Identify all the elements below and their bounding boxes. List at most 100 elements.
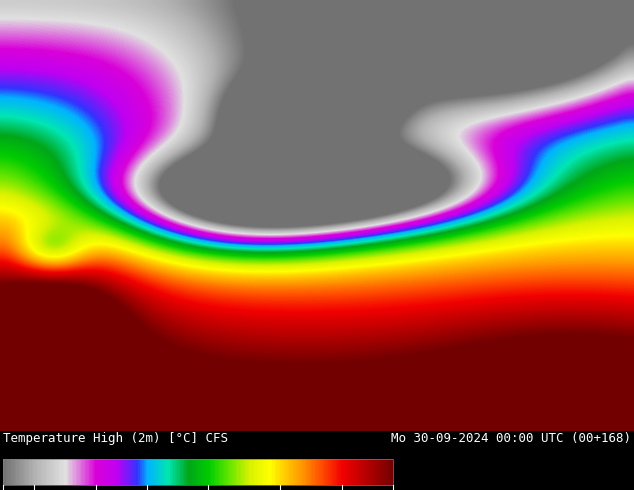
Bar: [243, 459, 245, 485]
Bar: [261, 459, 262, 485]
Bar: [45, 459, 46, 485]
Bar: [20, 459, 22, 485]
Bar: [188, 459, 189, 485]
Bar: [370, 459, 371, 485]
Bar: [54, 459, 55, 485]
Bar: [242, 459, 243, 485]
Bar: [356, 459, 357, 485]
Bar: [289, 459, 290, 485]
Bar: [13, 459, 15, 485]
Bar: [128, 459, 129, 485]
Bar: [389, 459, 391, 485]
Bar: [123, 459, 124, 485]
Bar: [181, 459, 183, 485]
Bar: [185, 459, 186, 485]
Bar: [90, 459, 91, 485]
Bar: [4, 459, 6, 485]
Bar: [12, 459, 13, 485]
Bar: [143, 459, 145, 485]
Bar: [68, 459, 70, 485]
Bar: [126, 459, 127, 485]
Bar: [283, 459, 284, 485]
Bar: [295, 459, 297, 485]
Bar: [19, 459, 20, 485]
Bar: [41, 459, 42, 485]
Bar: [306, 459, 307, 485]
Bar: [119, 459, 120, 485]
Bar: [219, 459, 220, 485]
Bar: [60, 459, 61, 485]
Bar: [154, 459, 155, 485]
Bar: [341, 459, 342, 485]
Bar: [87, 459, 89, 485]
Bar: [24, 459, 25, 485]
Bar: [134, 459, 136, 485]
Bar: [209, 459, 210, 485]
Bar: [159, 459, 160, 485]
Bar: [327, 459, 328, 485]
Bar: [246, 459, 247, 485]
Bar: [80, 459, 81, 485]
Bar: [50, 459, 51, 485]
Bar: [108, 459, 110, 485]
Bar: [383, 459, 384, 485]
Bar: [204, 459, 205, 485]
Bar: [141, 459, 142, 485]
Bar: [252, 459, 253, 485]
Bar: [206, 459, 207, 485]
Bar: [311, 459, 313, 485]
Bar: [368, 459, 370, 485]
Bar: [266, 459, 267, 485]
Bar: [89, 459, 90, 485]
Bar: [56, 459, 58, 485]
Bar: [263, 459, 264, 485]
Bar: [344, 459, 345, 485]
Bar: [319, 459, 320, 485]
Bar: [340, 459, 341, 485]
Bar: [237, 459, 238, 485]
Bar: [241, 459, 242, 485]
Bar: [357, 459, 358, 485]
Bar: [113, 459, 115, 485]
Bar: [81, 459, 82, 485]
Bar: [158, 459, 159, 485]
Bar: [236, 459, 237, 485]
Bar: [30, 459, 32, 485]
Bar: [79, 459, 80, 485]
Bar: [33, 459, 34, 485]
Bar: [74, 459, 75, 485]
Bar: [102, 459, 103, 485]
Bar: [361, 459, 362, 485]
Bar: [216, 459, 217, 485]
Bar: [93, 459, 94, 485]
Bar: [110, 459, 111, 485]
Bar: [224, 459, 226, 485]
Bar: [309, 459, 310, 485]
Bar: [129, 459, 131, 485]
Bar: [214, 459, 215, 485]
Bar: [91, 459, 93, 485]
Bar: [315, 459, 316, 485]
Bar: [288, 459, 289, 485]
Bar: [175, 459, 176, 485]
Bar: [372, 459, 373, 485]
Bar: [273, 459, 275, 485]
Bar: [387, 459, 388, 485]
Bar: [179, 459, 180, 485]
Bar: [207, 459, 209, 485]
Bar: [65, 459, 67, 485]
Bar: [42, 459, 44, 485]
Bar: [191, 459, 193, 485]
Bar: [29, 459, 30, 485]
Bar: [25, 459, 27, 485]
Bar: [268, 459, 269, 485]
Bar: [240, 459, 241, 485]
Bar: [262, 459, 263, 485]
Bar: [16, 459, 18, 485]
Bar: [106, 459, 107, 485]
Bar: [149, 459, 150, 485]
Bar: [189, 459, 190, 485]
Bar: [178, 459, 179, 485]
Bar: [160, 459, 162, 485]
Bar: [77, 459, 79, 485]
